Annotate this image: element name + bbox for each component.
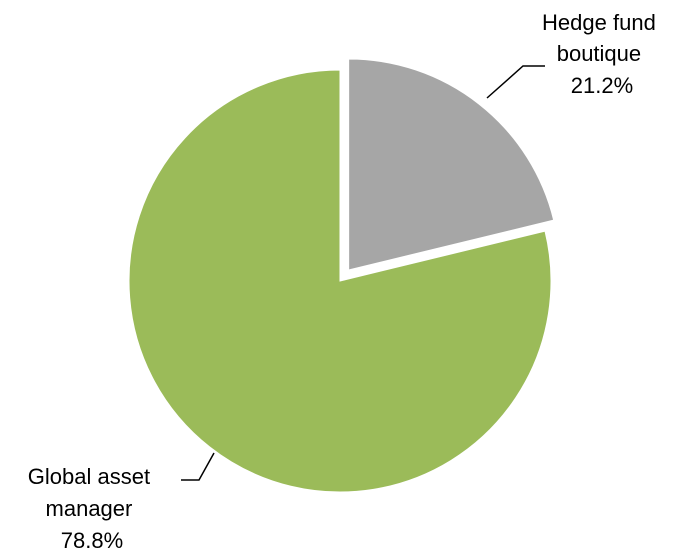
slice-label-hedge-fund: Hedge fund boutique 21.2% xyxy=(542,10,662,98)
slice-label-hedge-fund-percent: 21.2% xyxy=(571,73,633,98)
leader-lines xyxy=(181,65,545,481)
slice-label-hedge-fund-line-1: Hedge fund xyxy=(542,10,656,35)
slice-label-global-asset-line-1: Global asset xyxy=(28,464,150,489)
slice-label-hedge-fund-line-2: boutique xyxy=(557,41,641,66)
slice-label-global-asset-line-2: manager xyxy=(46,496,133,521)
leader-line-hedge-fund xyxy=(486,65,545,99)
leader-line-global-asset xyxy=(181,452,215,481)
pie-slices xyxy=(128,58,555,493)
slice-label-global-asset-percent: 78.8% xyxy=(61,528,123,553)
slice-label-global-asset: Global asset manager 78.8% xyxy=(28,464,156,553)
pie-slice-hedge-fund xyxy=(348,58,555,271)
slice-labels: Hedge fund boutique 21.2% Global asset m… xyxy=(28,10,662,553)
pie-slice-global-asset xyxy=(128,69,552,493)
